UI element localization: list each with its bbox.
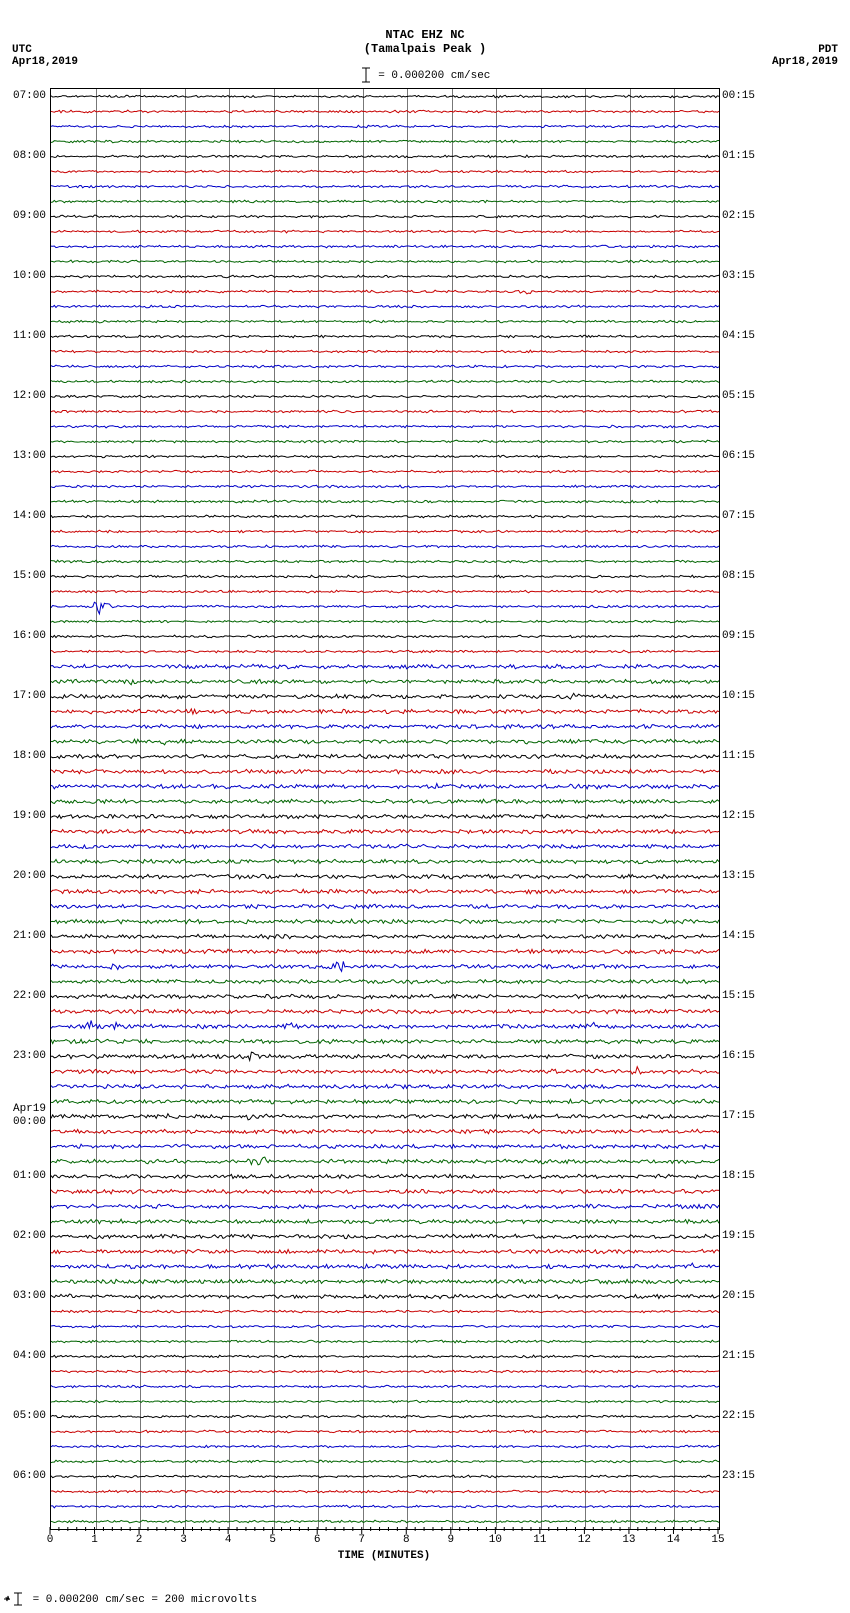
ytick-left: 23:00 bbox=[0, 1050, 46, 1062]
ytick-right: 10:15 bbox=[722, 690, 782, 702]
chart-header: NTAC EHZ NC (Tamalpais Peak ) bbox=[0, 28, 850, 56]
x-axis-label: TIME (MINUTES) bbox=[50, 1550, 718, 1562]
ytick-right: 03:15 bbox=[722, 270, 782, 282]
xtick: 11 bbox=[533, 1534, 546, 1546]
ytick-left: 16:00 bbox=[0, 630, 46, 642]
xtick: 13 bbox=[622, 1534, 635, 1546]
xtick: 0 bbox=[47, 1534, 54, 1546]
scale-bar-bottom-icon bbox=[4, 1592, 26, 1606]
timezone-left: UTC Apr18,2019 bbox=[12, 44, 78, 68]
ytick-right: 22:15 bbox=[722, 1410, 782, 1422]
tz-right-code: PDT bbox=[772, 44, 838, 56]
ytick-right: 09:15 bbox=[722, 630, 782, 642]
ytick-left: 00:00 bbox=[0, 1116, 46, 1128]
tz-left-code: UTC bbox=[12, 44, 78, 56]
scale-legend-bottom: = 0.000200 cm/sec = 200 microvolts bbox=[4, 1592, 257, 1606]
ytick-right: 07:15 bbox=[722, 510, 782, 522]
ytick-right: 12:15 bbox=[722, 810, 782, 822]
xtick: 6 bbox=[314, 1534, 321, 1546]
ytick-left: 22:00 bbox=[0, 990, 46, 1002]
ytick-left: 07:00 bbox=[0, 90, 46, 102]
ytick-right: 13:15 bbox=[722, 870, 782, 882]
ytick-right: 06:15 bbox=[722, 450, 782, 462]
timezone-right: PDT Apr18,2019 bbox=[772, 44, 838, 68]
ytick-right: 00:15 bbox=[722, 90, 782, 102]
ytick-left: 12:00 bbox=[0, 390, 46, 402]
ytick-right: 05:15 bbox=[722, 390, 782, 402]
ytick-right: 21:15 bbox=[722, 1350, 782, 1362]
ytick-left: 17:00 bbox=[0, 690, 46, 702]
xtick: 15 bbox=[711, 1534, 724, 1546]
ytick-right: 15:15 bbox=[722, 990, 782, 1002]
xtick: 9 bbox=[447, 1534, 454, 1546]
scale-text-bottom: = 0.000200 cm/sec = 200 microvolts bbox=[33, 1594, 257, 1606]
ytick-left: Apr19 bbox=[0, 1103, 46, 1115]
scale-text-top: = 0.000200 cm/sec bbox=[378, 70, 490, 82]
ytick-left: 09:00 bbox=[0, 210, 46, 222]
ytick-left: 19:00 bbox=[0, 810, 46, 822]
ytick-right: 14:15 bbox=[722, 930, 782, 942]
ytick-right: 18:15 bbox=[722, 1170, 782, 1182]
ytick-left: 08:00 bbox=[0, 150, 46, 162]
scale-bar-icon bbox=[360, 66, 372, 84]
scale-legend-top: = 0.000200 cm/sec bbox=[0, 66, 850, 84]
ytick-left: 04:00 bbox=[0, 1350, 46, 1362]
ytick-left: 18:00 bbox=[0, 750, 46, 762]
x-axis-ticks bbox=[49, 1527, 719, 1537]
ytick-left: 11:00 bbox=[0, 330, 46, 342]
xtick: 1 bbox=[91, 1534, 98, 1546]
ytick-left: 10:00 bbox=[0, 270, 46, 282]
ytick-left: 15:00 bbox=[0, 570, 46, 582]
ytick-right: 01:15 bbox=[722, 150, 782, 162]
station-location: (Tamalpais Peak ) bbox=[0, 42, 850, 56]
ytick-left: 02:00 bbox=[0, 1230, 46, 1242]
ytick-left: 21:00 bbox=[0, 930, 46, 942]
ytick-right: 17:15 bbox=[722, 1110, 782, 1122]
xtick: 8 bbox=[403, 1534, 410, 1546]
tz-right-date: Apr18,2019 bbox=[772, 56, 838, 68]
xtick: 14 bbox=[667, 1534, 680, 1546]
ytick-right: 04:15 bbox=[722, 330, 782, 342]
ytick-left: 05:00 bbox=[0, 1410, 46, 1422]
ytick-right: 16:15 bbox=[722, 1050, 782, 1062]
ytick-left: 13:00 bbox=[0, 450, 46, 462]
ytick-left: 01:00 bbox=[0, 1170, 46, 1182]
ytick-left: 20:00 bbox=[0, 870, 46, 882]
ytick-left: 03:00 bbox=[0, 1290, 46, 1302]
ytick-left: 14:00 bbox=[0, 510, 46, 522]
xtick: 4 bbox=[225, 1534, 232, 1546]
station-code: NTAC EHZ NC bbox=[385, 28, 464, 42]
ytick-right: 11:15 bbox=[722, 750, 782, 762]
ytick-right: 08:15 bbox=[722, 570, 782, 582]
plot-area bbox=[50, 88, 720, 1530]
ytick-right: 23:15 bbox=[722, 1470, 782, 1482]
tz-left-date: Apr18,2019 bbox=[12, 56, 78, 68]
ytick-left: 06:00 bbox=[0, 1470, 46, 1482]
ytick-right: 02:15 bbox=[722, 210, 782, 222]
xtick: 10 bbox=[489, 1534, 502, 1546]
ytick-right: 19:15 bbox=[722, 1230, 782, 1242]
seismogram-chart: NTAC EHZ NC (Tamalpais Peak ) = 0.000200… bbox=[0, 0, 850, 1613]
xtick: 3 bbox=[180, 1534, 187, 1546]
seismic-trace bbox=[51, 89, 719, 1529]
ytick-right: 20:15 bbox=[722, 1290, 782, 1302]
xtick: 7 bbox=[358, 1534, 365, 1546]
xtick: 12 bbox=[578, 1534, 591, 1546]
x-axis: TIME (MINUTES) 0123456789101112131415 bbox=[50, 1528, 718, 1578]
xtick: 2 bbox=[136, 1534, 143, 1546]
xtick: 5 bbox=[269, 1534, 276, 1546]
